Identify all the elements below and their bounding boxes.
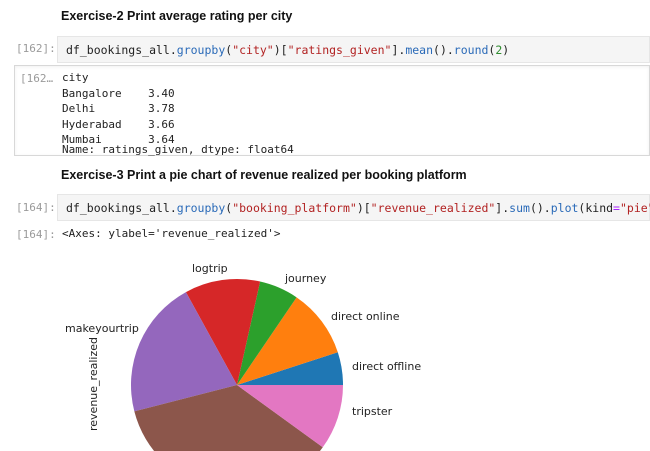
output-line: Bangalore 3.40 (62, 86, 175, 100)
pie-slice-logtrip (185, 279, 261, 385)
pie-slice-journey (237, 281, 297, 385)
code-token: ) (502, 42, 510, 57)
pie-label-makeyourtrip: makeyourtrip (65, 322, 139, 335)
pie-slices (131, 279, 343, 451)
output-area-162[interactable] (14, 65, 650, 156)
pie-slice-direct-online (237, 297, 338, 385)
code-token: "city" (232, 42, 274, 57)
input-prompt-162: [162]: (16, 42, 56, 55)
pie-label-direct-online: direct online (331, 310, 400, 323)
output-line: Delhi 3.78 (62, 102, 175, 116)
output-line: city (62, 71, 89, 84)
output-prompt-164: [164]: (16, 228, 56, 241)
code-token: (kind (578, 200, 614, 215)
code-token: )[ (356, 200, 371, 215)
code-token: "booking_platform" (232, 200, 357, 215)
code-token: ( (225, 200, 233, 215)
pie-slice-others (134, 385, 323, 451)
code-token: groupby (176, 42, 226, 57)
output-prompt-162: [162… (20, 72, 54, 85)
code-token: round (453, 42, 489, 57)
code-token: "pie" (619, 200, 650, 215)
pie-slice-tripster (237, 385, 343, 448)
code-token: ]. (495, 200, 510, 215)
code-token: ( (488, 42, 496, 57)
pie-slice-makeyourtrip (131, 292, 237, 412)
code-token: 2 (495, 42, 503, 57)
pie-label-journey: journey (285, 272, 327, 285)
code-token: "ratings_given" (287, 42, 392, 57)
output-line: Name: ratings_given, dtype: float64 (62, 143, 294, 156)
code-token: "revenue_realized" (370, 200, 496, 215)
output-line: Hyderabad 3.66 (62, 117, 175, 131)
code-token: ( (225, 42, 233, 57)
exercise-2-heading: Exercise-2 Print average rating per city (61, 9, 293, 23)
code-token: (). (433, 42, 454, 57)
exercise-3-heading: Exercise-3 Print a pie chart of revenue … (61, 168, 467, 182)
code-token: plot (550, 200, 579, 215)
code-token: groupby (176, 200, 226, 215)
code-token: (). (529, 200, 551, 215)
y-axis-label: revenue_realized (87, 337, 100, 431)
pie-label-direct-offline: direct offline (352, 360, 422, 373)
input-prompt-164: [164]: (16, 201, 56, 214)
code-token: ]. (391, 42, 406, 57)
code-token: = (613, 200, 620, 215)
pie-slice-direct-offline (237, 352, 343, 385)
code-cell-162[interactable]: df_bookings_all. groupby("city")["ratings… (57, 36, 650, 63)
pie-label-tripster: tripster (352, 405, 393, 418)
code-token: )[ (273, 42, 288, 57)
code-token: df_bookings_all. (66, 42, 177, 57)
code-token: sum (509, 200, 530, 215)
code-cell-164[interactable]: df_bookings_all. groupby("booking_platfor… (57, 194, 650, 221)
axes-repr-output: <Axes: ylabel='revenue_realized'> (62, 227, 281, 240)
code-token: df_bookings_all. (66, 200, 177, 215)
pie-label-logtrip: logtrip (192, 262, 228, 275)
code-token: mean (405, 42, 434, 57)
output-line: Mumbai 3.64 (62, 133, 175, 147)
